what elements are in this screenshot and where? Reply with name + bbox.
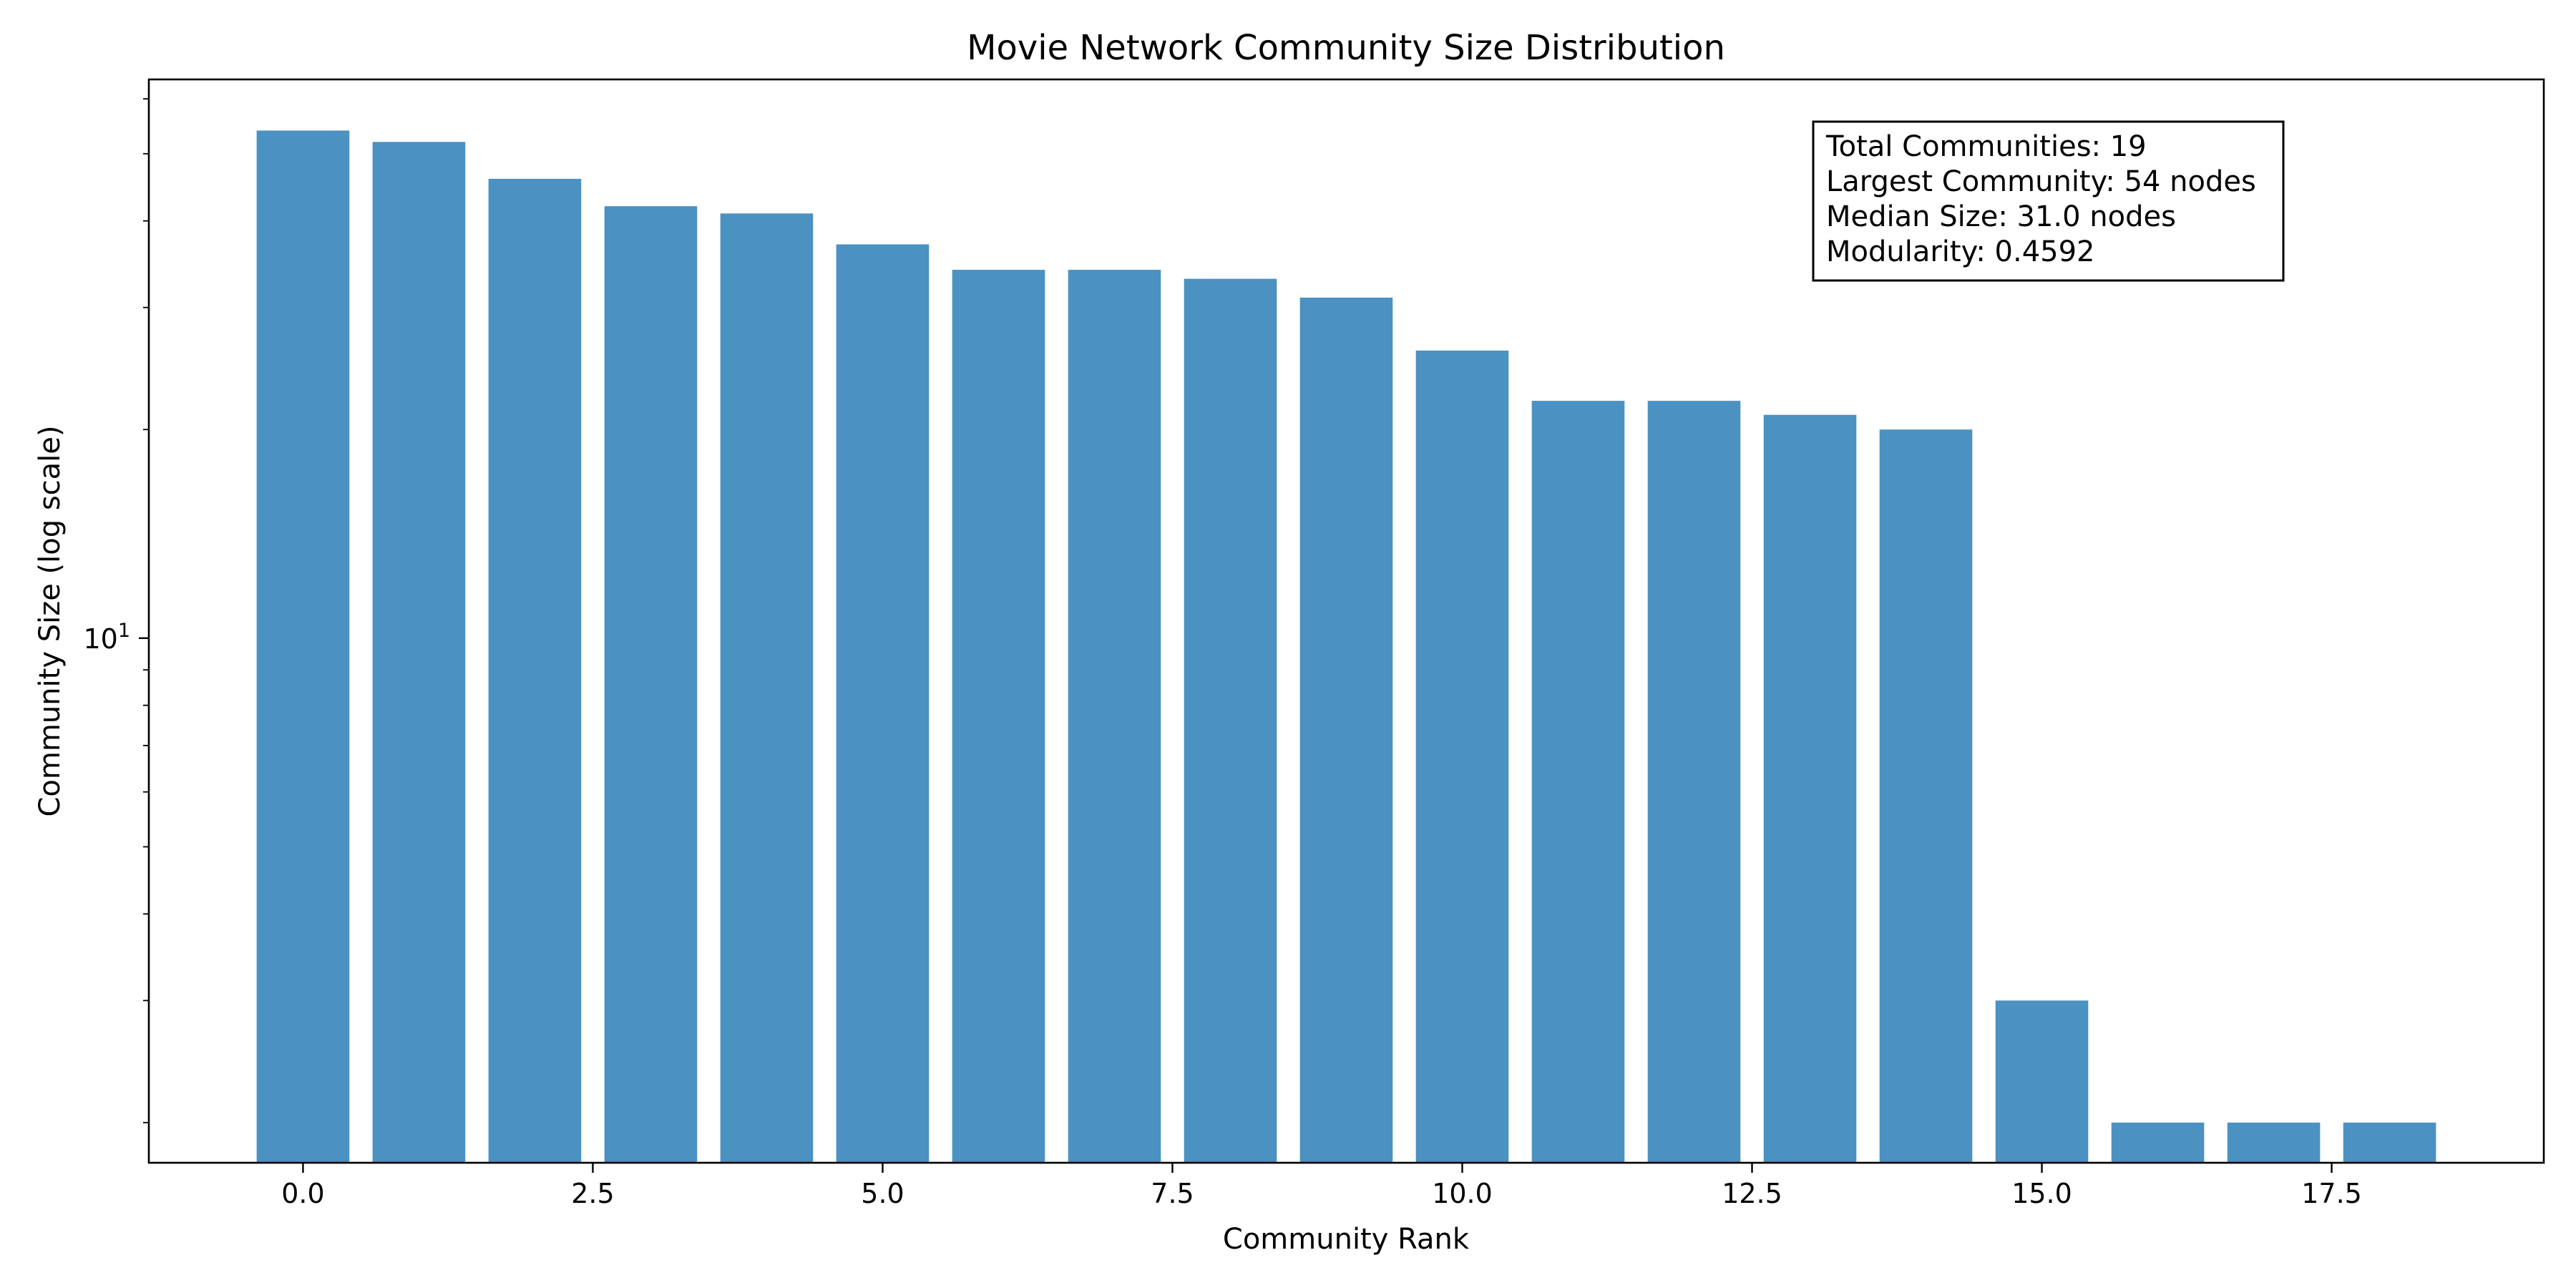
bar-community-4 [720, 213, 814, 1163]
bar-community-15 [1995, 1000, 2089, 1163]
bar-community-2 [488, 178, 582, 1163]
x-tick-label: 17.5 [2301, 1178, 2362, 1209]
bar-community-7 [1068, 270, 1161, 1163]
bar-community-18 [2343, 1122, 2436, 1163]
chart-title: Movie Network Community Size Distributio… [967, 28, 1725, 68]
bar-community-1 [372, 142, 466, 1163]
bar-community-14 [1879, 429, 1973, 1163]
plot-frame [147, 78, 2545, 1164]
bar-community-0 [256, 130, 350, 1163]
bar-community-6 [952, 270, 1045, 1163]
bar-community-13 [1763, 414, 1857, 1163]
x-tick-label: 2.5 [571, 1178, 614, 1209]
bar-community-17 [2227, 1122, 2321, 1163]
bar-community-11 [1531, 401, 1625, 1163]
bar-community-12 [1647, 401, 1741, 1163]
bar-community-8 [1184, 278, 1277, 1163]
stats-box: Total Communities: 19 Largest Community:… [1812, 120, 2285, 282]
x-tick-label: 7.5 [1151, 1178, 1194, 1209]
x-axis-ticks: 0.0 2.5 5.0 7.5 10.0 12.5 15.0 17.5 [281, 1163, 2362, 1209]
bar-community-10 [1415, 350, 1509, 1163]
x-tick-label: 15.0 [2011, 1178, 2072, 1209]
bar-community-3 [604, 206, 698, 1163]
bar-community-16 [2111, 1122, 2205, 1163]
x-tick-label: 10.0 [1432, 1178, 1493, 1209]
x-tick-label: 12.5 [1722, 1178, 1782, 1209]
bar-community-5 [836, 244, 930, 1163]
x-axis-label: Community Rank [1223, 1223, 1470, 1256]
stats-largest-community: Largest Community: 54 nodes [1826, 165, 2256, 198]
y-tick-label: 101 [83, 620, 130, 655]
x-tick-label: 5.0 [861, 1178, 904, 1209]
stats-total-communities: Total Communities: 19 [1825, 130, 2147, 163]
bars-group [256, 130, 2436, 1163]
stats-modularity: Modularity: 0.4592 [1826, 235, 2095, 268]
y-axis-ticks: 101 [83, 98, 149, 1123]
stats-median-size: Median Size: 31.0 nodes [1826, 200, 2176, 233]
x-tick-label: 0.0 [281, 1178, 324, 1209]
stats-box-frame [1812, 120, 2285, 282]
y-axis-label: Community Size (log scale) [34, 425, 67, 816]
bar-community-9 [1299, 297, 1393, 1163]
